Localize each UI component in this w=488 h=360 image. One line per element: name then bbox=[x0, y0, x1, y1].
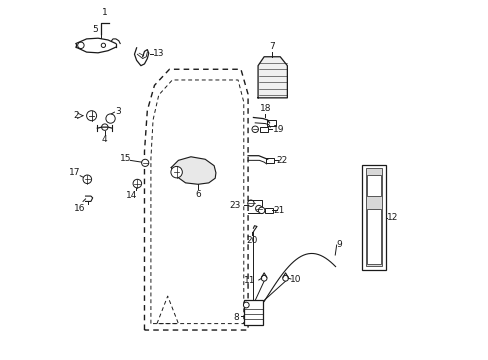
Text: 3: 3 bbox=[115, 107, 121, 116]
Circle shape bbox=[251, 126, 258, 132]
Text: 17: 17 bbox=[69, 168, 81, 177]
Text: 15: 15 bbox=[120, 154, 131, 163]
Text: 10: 10 bbox=[290, 275, 301, 284]
Text: 12: 12 bbox=[386, 213, 398, 222]
Bar bbox=[362, 165, 385, 270]
Circle shape bbox=[171, 166, 182, 178]
Circle shape bbox=[282, 275, 288, 281]
Circle shape bbox=[78, 42, 84, 49]
Text: 21: 21 bbox=[273, 206, 285, 215]
Text: 18: 18 bbox=[259, 104, 270, 113]
Circle shape bbox=[142, 159, 148, 166]
Circle shape bbox=[261, 275, 266, 281]
Text: 22: 22 bbox=[275, 156, 286, 165]
Circle shape bbox=[101, 43, 105, 48]
Circle shape bbox=[258, 207, 264, 213]
Bar bbox=[366, 175, 380, 196]
Text: 19: 19 bbox=[272, 125, 284, 134]
Text: 4: 4 bbox=[102, 135, 107, 144]
Text: 7: 7 bbox=[269, 42, 275, 51]
Text: 8: 8 bbox=[233, 313, 239, 322]
Circle shape bbox=[106, 114, 115, 123]
Circle shape bbox=[133, 179, 142, 188]
Text: 9: 9 bbox=[336, 240, 342, 249]
Bar bbox=[366, 208, 380, 264]
Polygon shape bbox=[258, 57, 287, 98]
Circle shape bbox=[83, 175, 91, 184]
Circle shape bbox=[86, 111, 97, 121]
Circle shape bbox=[102, 124, 108, 130]
Bar bbox=[264, 208, 272, 213]
Circle shape bbox=[255, 205, 262, 212]
Bar bbox=[266, 120, 275, 126]
Bar bbox=[365, 168, 381, 266]
Polygon shape bbox=[171, 157, 216, 184]
Text: 1: 1 bbox=[102, 8, 107, 17]
Text: 2: 2 bbox=[73, 111, 79, 120]
Text: 13: 13 bbox=[153, 49, 164, 58]
Text: 6: 6 bbox=[195, 190, 201, 199]
Text: 23: 23 bbox=[229, 201, 241, 210]
Text: 20: 20 bbox=[246, 237, 258, 246]
Circle shape bbox=[243, 302, 248, 308]
Bar bbox=[244, 300, 263, 325]
Text: 16: 16 bbox=[74, 204, 86, 213]
Circle shape bbox=[247, 200, 254, 206]
Text: 14: 14 bbox=[126, 192, 138, 201]
Text: 5: 5 bbox=[92, 24, 98, 33]
Bar bbox=[260, 127, 267, 132]
Text: 11: 11 bbox=[243, 276, 255, 285]
Bar bbox=[266, 158, 274, 163]
